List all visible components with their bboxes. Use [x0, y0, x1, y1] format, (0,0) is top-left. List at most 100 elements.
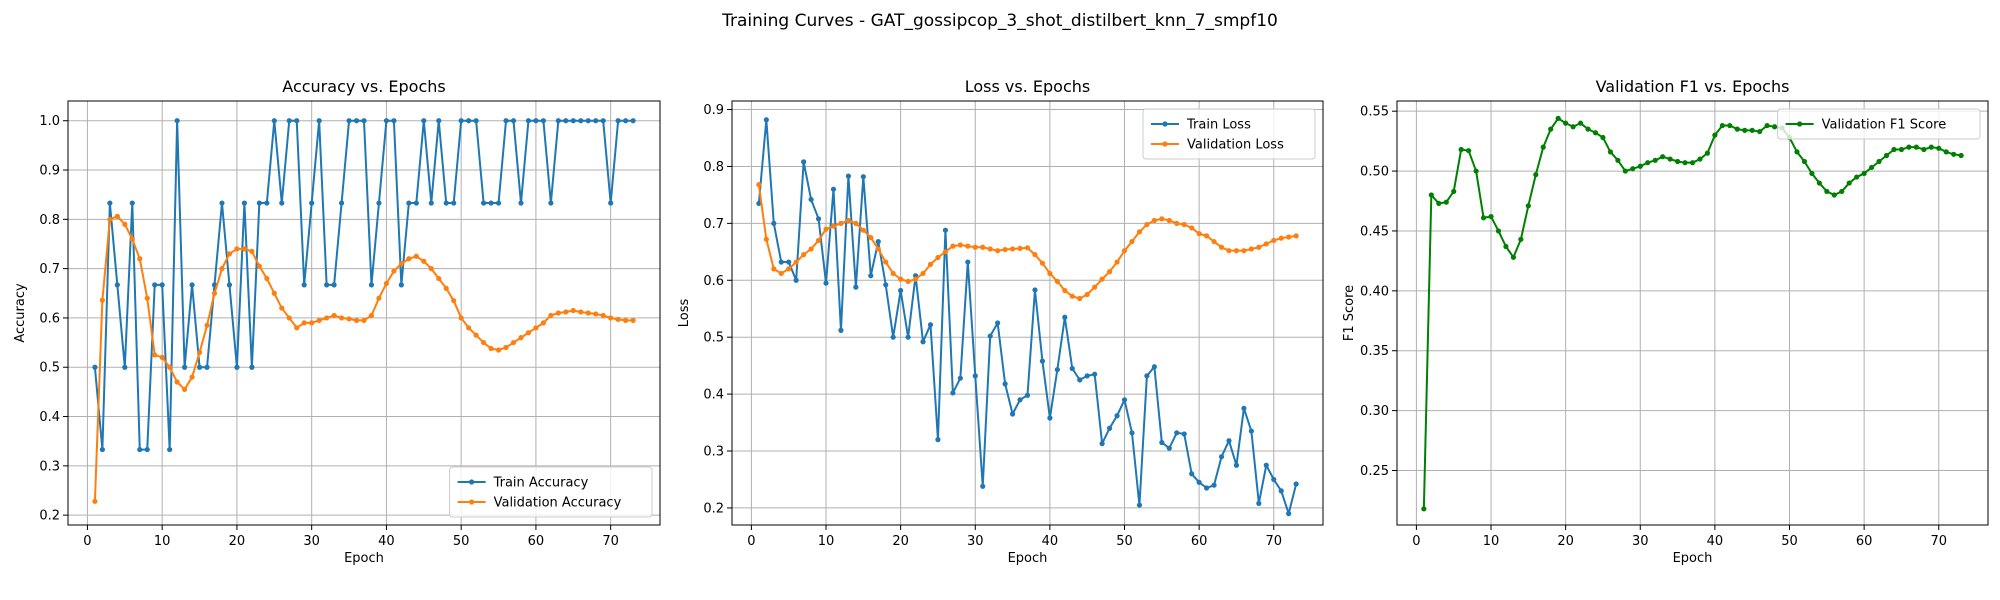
accuracy-xtick-label: 20 [229, 534, 246, 549]
accuracy-series-1-point [608, 315, 614, 321]
loss-title: Loss vs. Epochs [965, 77, 1090, 96]
accuracy-legend: Train Accuracy Validation Accuracy [449, 466, 653, 518]
accuracy-series-0-point [137, 446, 143, 453]
accuracy-series-1-point [159, 354, 165, 360]
f1-series-0-point [1861, 170, 1867, 177]
loss-ytick-label: 0.7 [703, 217, 724, 232]
f1-series-0-point [1831, 192, 1837, 198]
accuracy-series-1-point [338, 315, 345, 321]
f1-series-0-point [1637, 163, 1643, 169]
accuracy-ytick-label: 0.6 [39, 311, 60, 326]
loss-series-0-point [920, 339, 926, 345]
f1-xtick-label: 60 [1856, 534, 1873, 549]
accuracy-series-0-point [481, 200, 487, 206]
accuracy-series-0-point [451, 200, 457, 206]
accuracy-series-0-point [398, 282, 404, 288]
f1-series-0-point [1645, 160, 1651, 166]
accuracy-series-1-point [301, 320, 307, 326]
f1-series-0-point [1913, 144, 1919, 150]
f1-series-0-point [1577, 120, 1584, 126]
f1-ytick-label: 0.45 [1360, 224, 1389, 239]
loss-series-0-point [778, 259, 784, 265]
accuracy-series-0-point [301, 282, 307, 288]
accuracy-series-1-point [623, 317, 629, 323]
loss-legend-swatch-marker [1162, 121, 1168, 127]
f1-series-0-point [1921, 146, 1927, 153]
loss-series-0-point [771, 220, 777, 226]
loss-series-0-point [883, 282, 889, 288]
accuracy-series-0-point [518, 200, 524, 206]
f1-series-0-point [1854, 174, 1860, 180]
f1-series-0-point [1466, 148, 1472, 154]
loss-series-1-point [995, 248, 1001, 254]
accuracy-series-1-point [241, 246, 247, 252]
accuracy-series-0-point [503, 118, 509, 124]
loss-xtick-label: 30 [967, 534, 984, 549]
f1-series-0-point [1518, 236, 1524, 242]
f1-ytick-label: 0.55 [1360, 105, 1389, 120]
loss-series-0-point [868, 273, 874, 279]
loss-series-1-point [972, 244, 978, 250]
accuracy-series-0-point [99, 446, 105, 453]
f1-series-0-point [1749, 127, 1755, 133]
f1-series-0-point [1771, 124, 1778, 130]
loss-series-0-point [1017, 397, 1023, 403]
loss-series-1-point [1174, 220, 1180, 226]
loss-legend: Train Loss Validation Loss [1142, 108, 1316, 160]
loss-series-1-point [1181, 221, 1187, 228]
loss-series-0-point [1077, 377, 1083, 383]
loss-series-1-point [1017, 245, 1023, 251]
f1-xtick-label: 20 [1557, 534, 1574, 549]
accuracy-series-0-point [249, 364, 255, 370]
f1-ylabel: F1 Score [1342, 285, 1357, 341]
loss-series-0-point [1203, 485, 1210, 491]
f1-series-0-point [1839, 188, 1845, 195]
loss-ytick-label: 0.5 [703, 331, 724, 346]
loss-series-1-point [808, 246, 814, 252]
loss-series-1-point [853, 220, 859, 226]
loss-ytick-label: 0.8 [703, 160, 724, 175]
f1-series-0-point [1906, 144, 1912, 150]
f1-ytick-label: 0.40 [1360, 284, 1389, 299]
f1-series-0-point [1488, 213, 1494, 220]
accuracy-ytick-label: 0.3 [39, 459, 60, 474]
accuracy-series-0-point [107, 200, 113, 206]
loss-series-1-point [756, 182, 762, 188]
loss-series-1-point [912, 276, 919, 282]
loss-series-1-point [898, 276, 904, 282]
accuracy-series-1-point [331, 312, 337, 319]
f1-xtick-label: 10 [1483, 534, 1500, 549]
loss-series-0-point [838, 327, 844, 333]
f1-series-0-point [1727, 122, 1733, 129]
loss-series-1-point [1166, 217, 1172, 224]
loss-series-1-point [980, 244, 986, 250]
loss-series-0-point [1211, 482, 1217, 488]
loss-series-0-point [905, 334, 911, 340]
f1-series-0-point [1816, 180, 1822, 186]
loss-series-0-point [830, 186, 837, 192]
accuracy-series-1-point [376, 295, 382, 301]
accuracy-series-0-point [585, 118, 591, 124]
f1-series-0-point [1951, 151, 1957, 157]
accuracy-series-0-point [346, 118, 352, 124]
loss-series-1-point [1092, 284, 1098, 290]
loss-series-1-point [1159, 216, 1165, 222]
loss-series-0-point [1271, 476, 1277, 483]
accuracy-series-0-point [376, 200, 382, 206]
loss-series-0-point [1218, 454, 1225, 460]
accuracy-series-1-point [383, 280, 390, 287]
loss-series-1-point [1099, 276, 1105, 282]
loss-legend-label: Train Loss [1186, 118, 1251, 133]
loss-series-1-point [1211, 238, 1217, 245]
loss-series-1-point [1129, 238, 1135, 245]
loss-series-0-point [1181, 431, 1187, 437]
loss-series-0-point [995, 320, 1001, 326]
accuracy-series-1-point [600, 312, 606, 319]
loss-series-0-point [1032, 287, 1038, 293]
accuracy-series-1-point [585, 310, 591, 316]
accuracy-series-0-point [167, 446, 173, 453]
f1-series-0-point [1891, 146, 1897, 153]
accuracy-series-1-point [122, 221, 128, 227]
loss-series-0-point [1226, 438, 1232, 444]
loss-series-1-point [1196, 231, 1202, 237]
